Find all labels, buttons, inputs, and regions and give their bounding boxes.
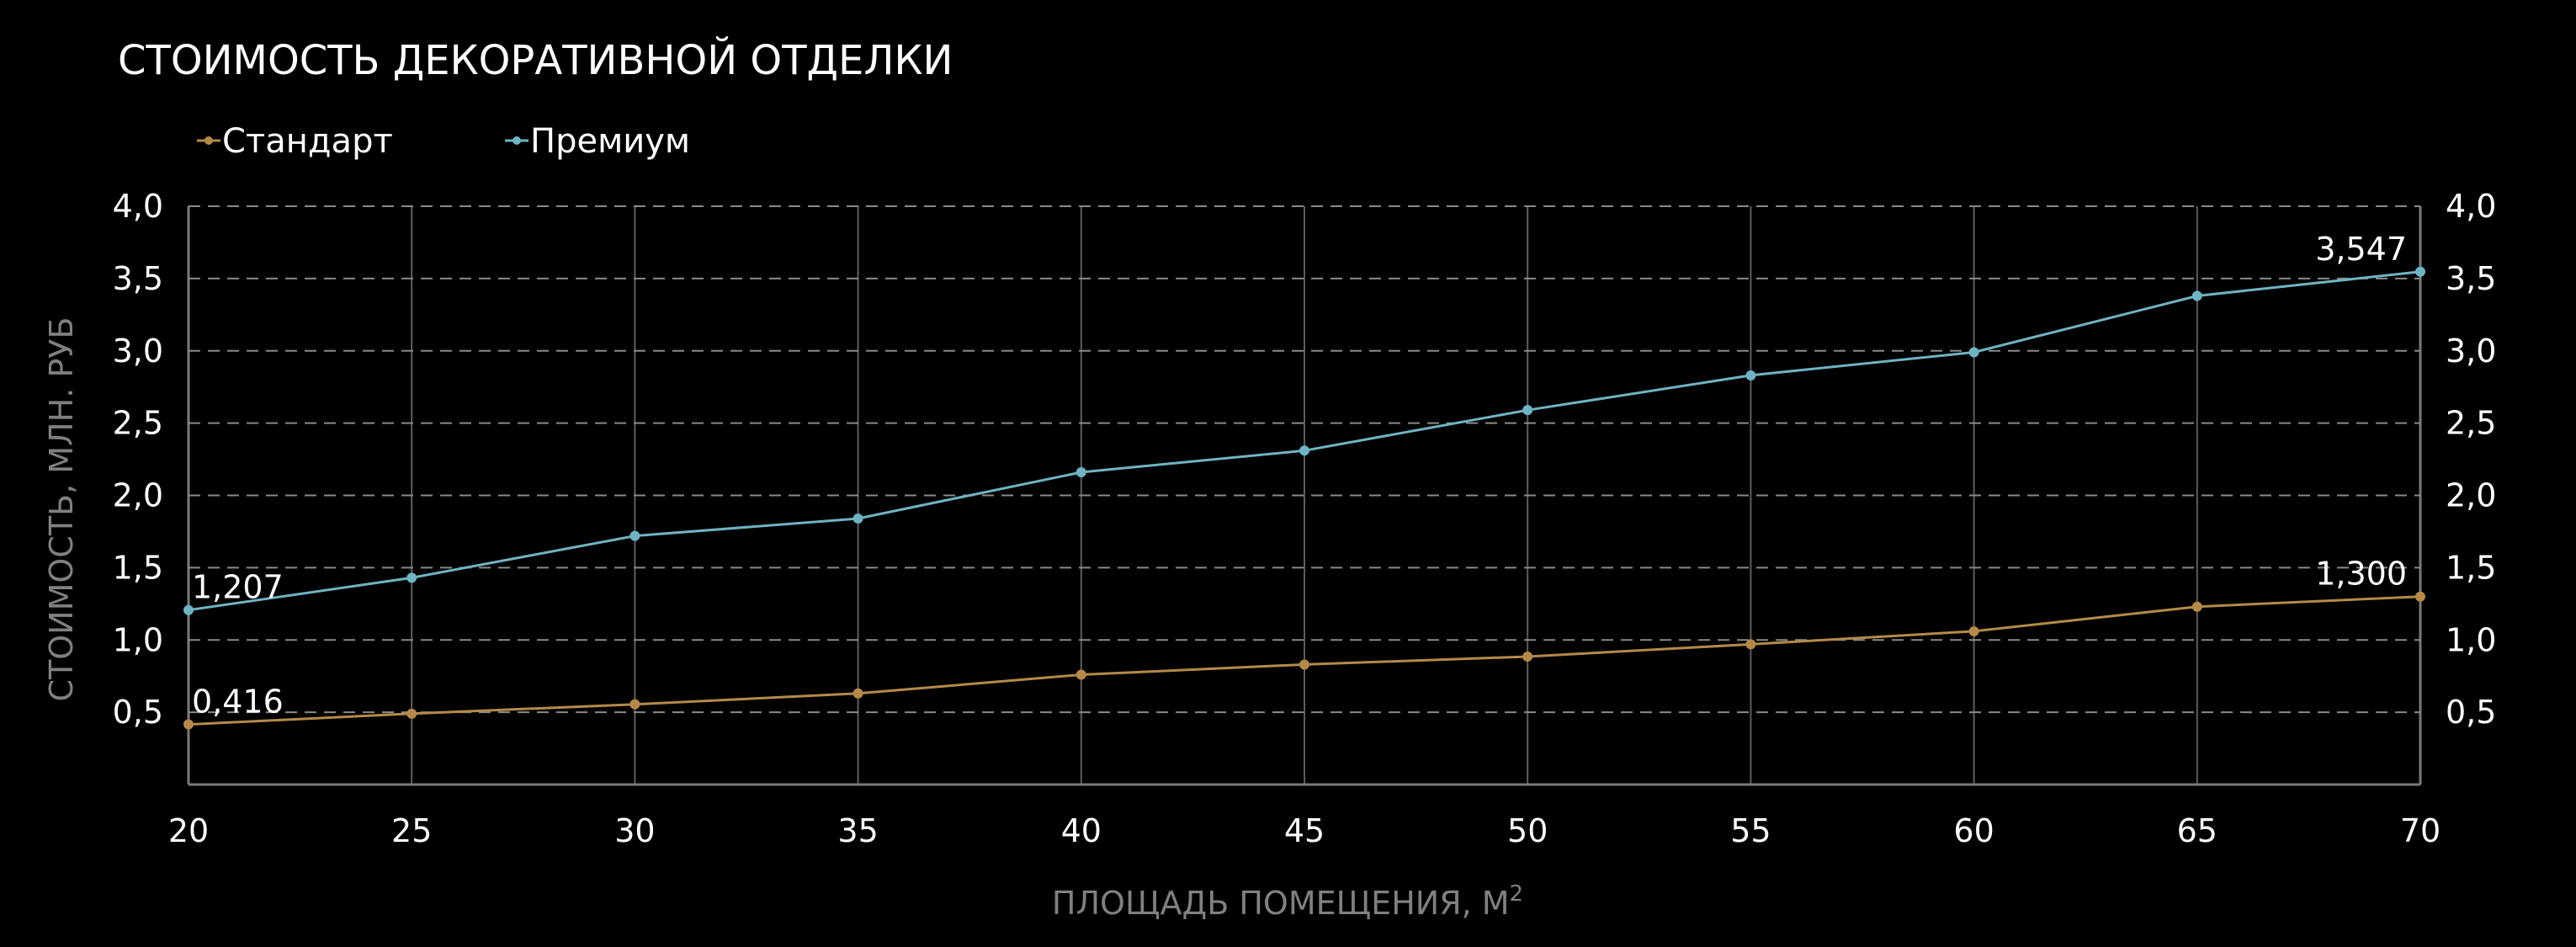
data-point-standard [183,719,194,730]
data-point-premium [1968,347,1979,358]
data-point-standard [852,688,863,699]
data-point-premium [406,572,417,583]
data-point-standard [1299,659,1309,670]
y-tick-label-left: 4,0 [113,188,163,225]
x-tick-label: 25 [391,812,432,849]
data-point-standard [406,708,417,719]
x-tick-label: 50 [1507,812,1548,849]
x-tick-label: 60 [1953,812,1994,849]
data-point-standard [1522,652,1533,662]
x-axis-label-text: ПЛОЩАДЬ ПОМЕЩЕНИЯ, М [1052,885,1510,922]
data-point-premium [2191,290,2202,301]
legend-standard-marker [204,136,213,145]
data-point-standard [1076,669,1086,680]
y-tick-label-left: 0,5 [113,694,163,731]
x-tick-label: 35 [837,812,878,849]
data-point-premium [1745,370,1756,380]
data-point-standard [2415,591,2425,602]
data-point-premium [629,530,640,541]
data-point-standard [629,699,640,710]
data-point-premium [1299,445,1309,456]
legend-standard-label: Стандарт [222,122,393,161]
x-tick-label: 20 [168,812,209,849]
y-tick-label-right: 4,0 [2446,188,2496,225]
legend-premium-label: Премиум [530,122,690,161]
legend-premium-marker [513,136,521,145]
data-point-standard [1745,639,1756,650]
y-tick-label-right: 3,5 [2446,260,2496,297]
data-labels: 0,416 1,300 1,207 3,547 [192,231,2407,721]
y-axis-left: 0,5 1,0 1,5 2,0 2,5 3,0 3,5 4,0 [113,188,163,731]
y-tick-label-left: 2,5 [113,405,163,442]
data-point-premium [183,604,194,615]
data-label-premium-last: 3,547 [2315,231,2407,268]
y-tick-label-left: 1,0 [113,621,163,658]
y-tick-label-left: 2,0 [113,477,163,514]
data-point-standard [2191,601,2202,612]
data-point-premium [1076,467,1086,478]
data-label-standard-first: 0,416 [192,684,284,721]
chart-title: СТОИМОСТЬ ДЕКОРАТИВНОЙ ОТДЕЛКИ [118,36,953,84]
data-point-standard [1968,625,1979,636]
x-tick-label: 65 [2177,812,2217,849]
y-tick-label-right: 3,0 [2446,333,2496,370]
legend-item-standard: Стандарт [197,122,393,161]
y-tick-label-right: 1,0 [2446,621,2496,658]
grid [187,205,2422,786]
y-axis-label-text: СТОИМОСТЬ, МЛН. РУБ [43,317,80,702]
x-tick-label: 70 [2400,812,2441,849]
data-point-premium [1522,405,1533,416]
data-label-premium-first: 1,207 [192,569,284,606]
y-axis-right: 0,5 1,0 1,5 2,0 2,5 3,0 3,5 4,0 [2446,188,2496,731]
y-axis-label: СТОИМОСТЬ, МЛН. РУБ [43,317,80,702]
x-tick-label: 30 [614,812,655,849]
x-tick-label: 40 [1061,812,1102,849]
data-point-premium [852,513,863,524]
y-tick-label-left: 3,0 [113,333,163,370]
data-label-standard-last: 1,300 [2315,556,2407,593]
x-axis-label-superscript: 2 [1510,881,1524,907]
x-axis-label: ПЛОЩАДЬ ПОМЕЩЕНИЯ, М2 [1052,881,1523,922]
y-tick-label-left: 1,5 [113,549,163,586]
y-tick-label-left: 3,5 [113,260,163,297]
series [183,266,2425,730]
x-tick-label: 55 [1730,812,1771,849]
x-tick-label: 45 [1284,812,1325,849]
y-tick-label-right: 2,0 [2446,477,2496,514]
legend: Стандарт Премиум [197,122,690,161]
y-tick-label-right: 0,5 [2446,694,2496,731]
y-tick-label-right: 1,5 [2446,549,2496,586]
y-tick-label-right: 2,5 [2446,405,2496,442]
x-axis: 20 25 30 35 40 45 50 55 60 65 70 [168,812,2441,849]
data-point-premium [2415,266,2425,277]
legend-item-premium: Премиум [505,122,690,161]
